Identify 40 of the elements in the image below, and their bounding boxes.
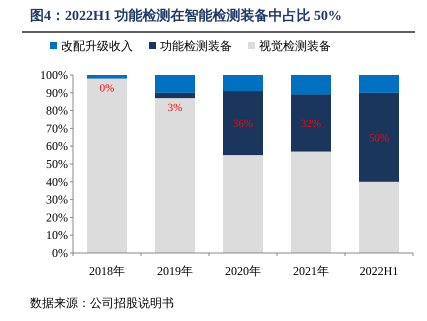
x-tick-label: 2018年: [89, 264, 125, 278]
bar: [359, 182, 399, 253]
x-tick-label: 2021年: [293, 264, 329, 278]
bar: [359, 92, 399, 182]
y-tick-label: 40%: [46, 174, 68, 189]
x-tick-label: 2020年: [225, 264, 261, 278]
bar: [223, 75, 263, 92]
x-tick-label: 2022H1: [360, 264, 398, 278]
y-tick-label: 30%: [46, 192, 68, 207]
bar: [155, 92, 195, 98]
bar: [155, 75, 195, 93]
y-tick-label: 60%: [46, 139, 68, 154]
data-label: 36%: [232, 118, 254, 130]
source-note: 数据来源：公司招股说明书: [30, 296, 174, 310]
data-label: 32%: [300, 118, 322, 130]
y-tick-label: 10%: [46, 228, 68, 242]
data-label: 3%: [168, 102, 182, 114]
chart-title: 图4：2022H1 功能检测在智能检测装备中占比 50%: [30, 8, 342, 24]
bar: [87, 75, 127, 79]
bar: [155, 98, 195, 253]
bar: [87, 78, 127, 253]
bar: [223, 91, 263, 156]
data-label: 50%: [368, 132, 390, 144]
y-tick-label: 0%: [52, 246, 68, 260]
bar: [359, 75, 399, 93]
legend-label: 功能检测装备: [160, 39, 232, 53]
data-label: 0%: [100, 82, 114, 95]
y-tick-label: 20%: [46, 210, 68, 224]
legend-label: 改配升级收入: [61, 39, 133, 53]
y-tick-label: 90%: [46, 86, 68, 100]
y-tick-label: 100%: [40, 68, 68, 82]
bar: [291, 94, 331, 152]
bar: [223, 155, 263, 253]
y-tick-label: 80%: [46, 104, 68, 118]
y-tick-label: 50%: [46, 157, 68, 171]
x-tick-label: 2019年: [157, 264, 193, 278]
legend-label: 视觉检测装备: [259, 39, 331, 53]
bar: [291, 152, 331, 253]
y-tick-label: 70%: [46, 121, 68, 136]
bar: [291, 75, 331, 95]
